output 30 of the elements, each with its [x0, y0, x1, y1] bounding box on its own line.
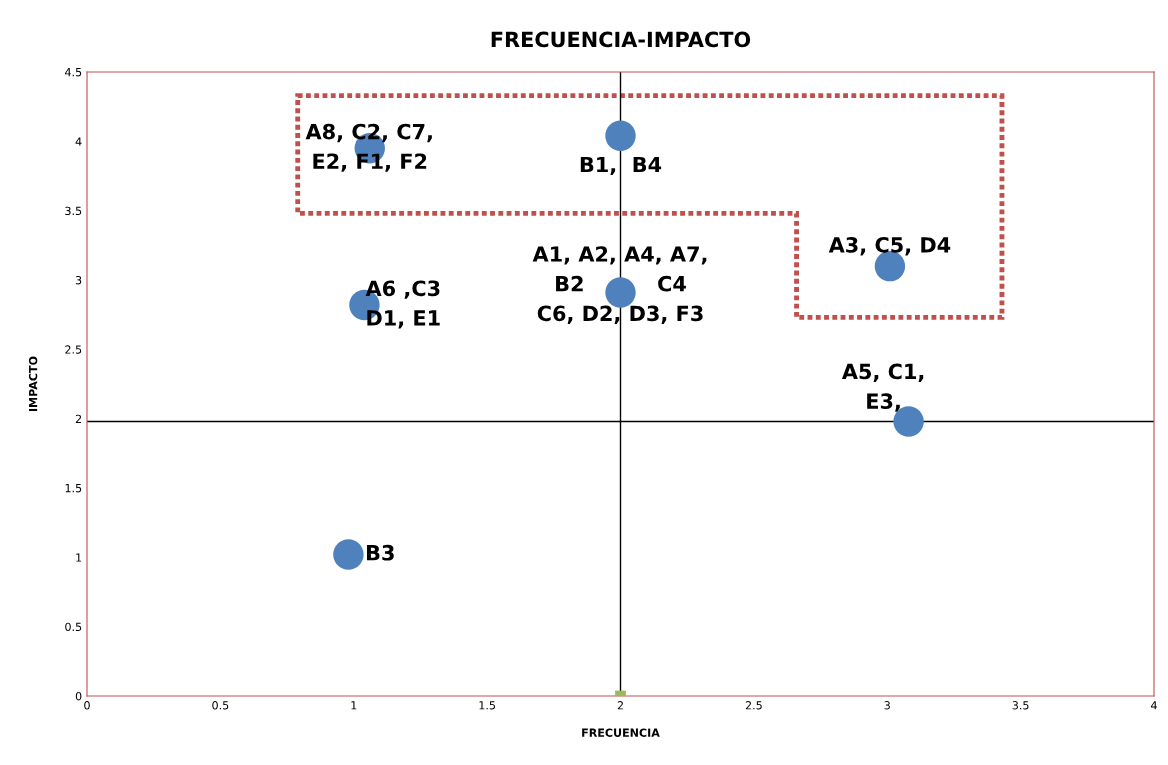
x-tick-label: 2 — [617, 701, 623, 710]
x-tick-label: 3 — [884, 701, 890, 710]
y-tick-label: 3 — [75, 275, 82, 285]
annotation: B1, B4 — [580, 156, 662, 176]
y-tick-label: 4.5 — [65, 68, 82, 77]
x-tick-label: 2.5 — [745, 701, 762, 710]
y-axis-title: IMPACTO — [28, 356, 38, 412]
x-tick-label: 1.5 — [479, 701, 495, 710]
y-tick-label: 1.5 — [65, 484, 82, 493]
x-tick-label: 4 — [1151, 701, 1157, 710]
annotation: A1, A2, A4, A7, B2 C4 C6, D2, D3, F3 — [532, 246, 707, 324]
x-tick-label: 3.5 — [1012, 701, 1029, 710]
y-tick-label: 4 — [75, 137, 82, 146]
y-tick-label: 0.5 — [65, 622, 82, 632]
annotation: A3, C5, D4 — [828, 236, 951, 256]
y-tick-label: 3.5 — [65, 206, 82, 216]
point — [333, 539, 364, 570]
x-tick-label: 1 — [351, 701, 357, 710]
point — [605, 120, 636, 151]
y-tick-label: 2 — [75, 414, 82, 423]
x-tick-label: 0 — [84, 701, 90, 710]
y-tick-label: 2.5 — [65, 345, 82, 354]
x-axis-title: FRECUENCIA — [582, 728, 660, 737]
annotation: A6 ,C3 D1, E1 — [365, 280, 440, 329]
x-tick-label: 0.5 — [212, 701, 229, 710]
annotation: A5, C1, E3, — [841, 363, 924, 412]
chart-title: FRECUENCIA-IMPACTO — [491, 31, 751, 48]
annotation: B3 — [367, 544, 394, 561]
y-tick-label: 1 — [76, 553, 82, 562]
y-tick-label: 0 — [75, 691, 82, 701]
